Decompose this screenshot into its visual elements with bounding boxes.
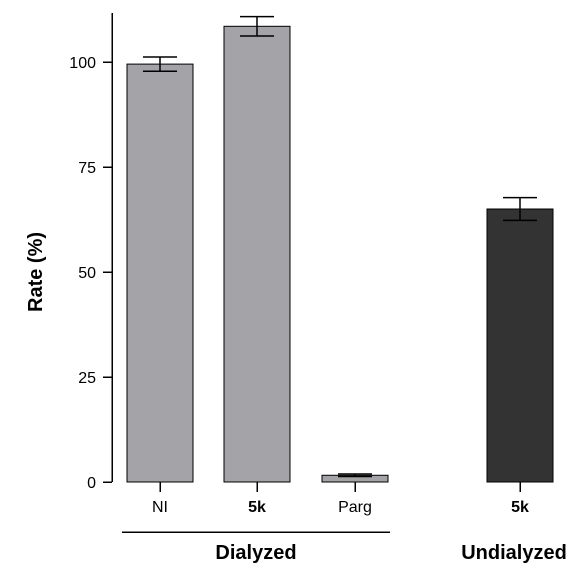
error-bars [143,15,537,478]
group-label-undialyzed: Undialyzed [461,542,567,564]
x-tick-label: Parg [338,499,372,516]
bar-dialyzed-5k [223,25,291,483]
y-tick-label: 75 [78,160,96,177]
y-tick-label: 100 [69,55,96,72]
axes: 0 25 50 75 100 [69,13,521,533]
labels: Rate (%) NI 5k Parg 5k Dialyzed Undialyzed [25,232,567,564]
bar-dialyzed-ni [126,63,194,483]
y-tick-label: 50 [78,265,96,282]
x-tick-label: 5k [248,499,266,516]
y-axis-label: Rate (%) [25,232,47,312]
x-tick-label: 5k [511,499,529,516]
group-label-dialyzed: Dialyzed [215,542,296,564]
y-tick-label: 25 [78,370,96,387]
x-tick-label: NI [152,499,168,516]
bars [126,25,554,483]
y-tick-label: 0 [87,475,96,492]
bar-undialyzed-5k [486,208,554,483]
